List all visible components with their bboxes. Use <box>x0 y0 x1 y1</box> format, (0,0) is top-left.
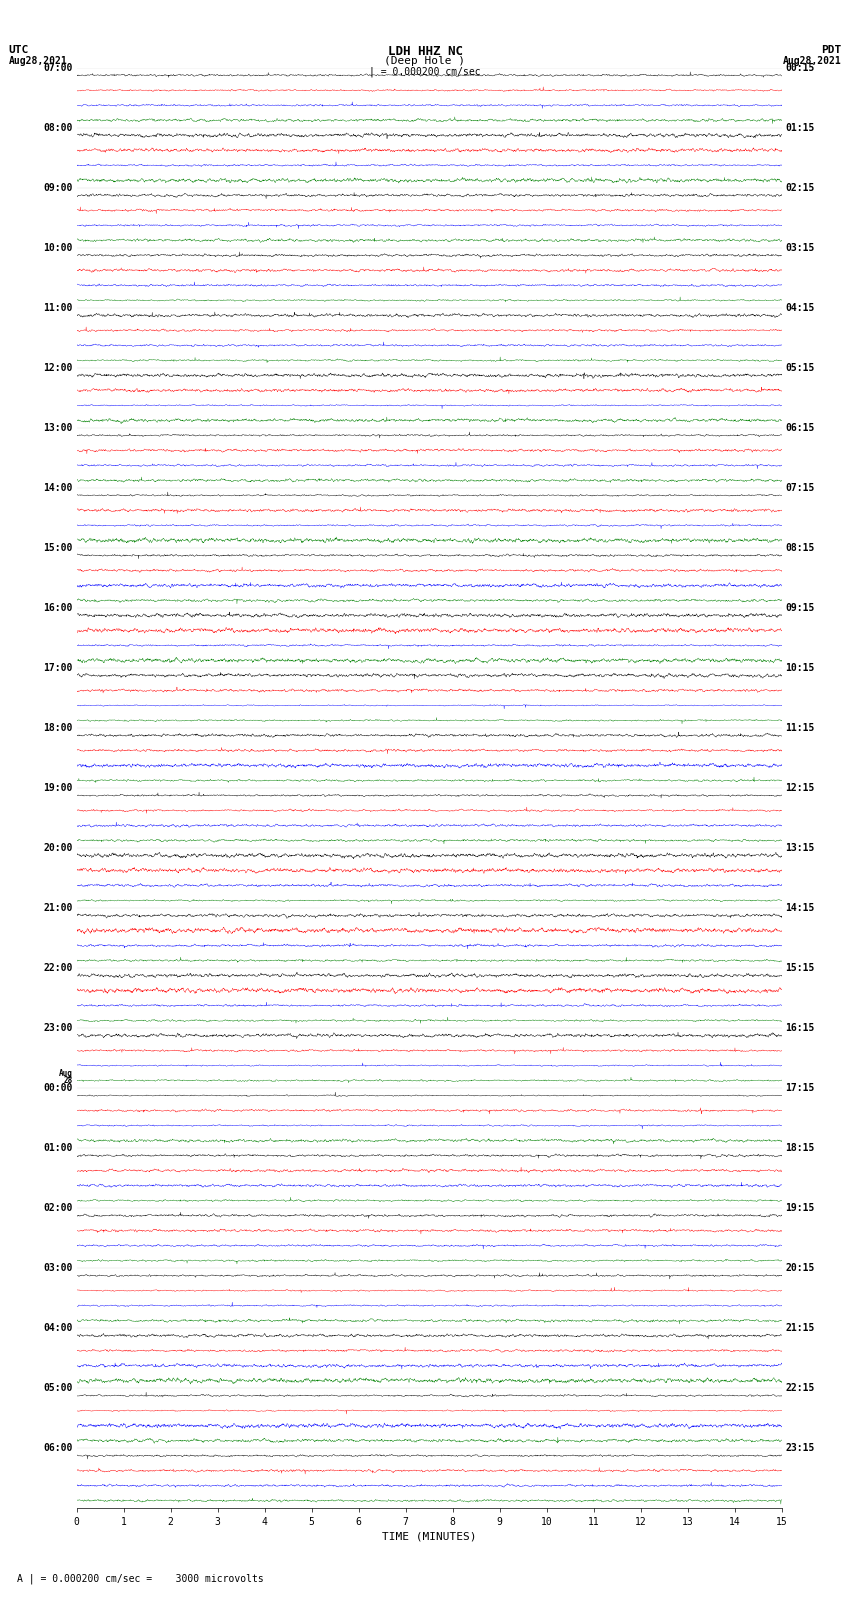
Text: 08:00: 08:00 <box>43 123 73 132</box>
Text: 22:00: 22:00 <box>43 963 73 973</box>
Text: 02:00: 02:00 <box>43 1203 73 1213</box>
Text: 15:00: 15:00 <box>43 544 73 553</box>
X-axis label: TIME (MINUTES): TIME (MINUTES) <box>382 1531 477 1542</box>
Text: 18:15: 18:15 <box>785 1144 815 1153</box>
Text: 11:00: 11:00 <box>43 303 73 313</box>
Text: 21:15: 21:15 <box>785 1323 815 1332</box>
Text: 12:15: 12:15 <box>785 782 815 794</box>
Text: 03:00: 03:00 <box>43 1263 73 1273</box>
Text: 15:15: 15:15 <box>785 963 815 973</box>
Text: LDH HHZ NC: LDH HHZ NC <box>388 45 462 58</box>
Text: A | = 0.000200 cm/sec =    3000 microvolts: A | = 0.000200 cm/sec = 3000 microvolts <box>17 1573 264 1584</box>
Text: 06:15: 06:15 <box>785 423 815 432</box>
Text: 20:15: 20:15 <box>785 1263 815 1273</box>
Text: 04:15: 04:15 <box>785 303 815 313</box>
Text: Aug: Aug <box>60 1069 73 1077</box>
Text: 04:00: 04:00 <box>43 1323 73 1332</box>
Text: 22:15: 22:15 <box>785 1382 815 1394</box>
Text: 28: 28 <box>64 1076 73 1086</box>
Text: 09:00: 09:00 <box>43 182 73 194</box>
Text: 16:15: 16:15 <box>785 1023 815 1032</box>
Text: 20:00: 20:00 <box>43 844 73 853</box>
Text: 07:00: 07:00 <box>43 63 73 73</box>
Text: 00:15: 00:15 <box>785 63 815 73</box>
Text: 19:00: 19:00 <box>43 782 73 794</box>
Text: 11:15: 11:15 <box>785 723 815 732</box>
Text: 18:00: 18:00 <box>43 723 73 732</box>
Text: | = 0.000200 cm/sec: | = 0.000200 cm/sec <box>369 66 481 77</box>
Text: 06:00: 06:00 <box>43 1444 73 1453</box>
Text: 01:15: 01:15 <box>785 123 815 132</box>
Text: 13:15: 13:15 <box>785 844 815 853</box>
Text: 03:15: 03:15 <box>785 244 815 253</box>
Text: 14:00: 14:00 <box>43 482 73 494</box>
Text: 01:00: 01:00 <box>43 1144 73 1153</box>
Text: (Deep Hole ): (Deep Hole ) <box>384 56 466 66</box>
Text: 00:00: 00:00 <box>43 1082 73 1094</box>
Text: 02:15: 02:15 <box>785 182 815 194</box>
Text: 17:00: 17:00 <box>43 663 73 673</box>
Text: 19:15: 19:15 <box>785 1203 815 1213</box>
Text: 21:00: 21:00 <box>43 903 73 913</box>
Text: 17:15: 17:15 <box>785 1082 815 1094</box>
Text: 14:15: 14:15 <box>785 903 815 913</box>
Text: 23:00: 23:00 <box>43 1023 73 1032</box>
Text: 09:15: 09:15 <box>785 603 815 613</box>
Text: 12:00: 12:00 <box>43 363 73 373</box>
Text: PDT: PDT <box>821 45 842 55</box>
Text: 08:15: 08:15 <box>785 544 815 553</box>
Text: 23:15: 23:15 <box>785 1444 815 1453</box>
Text: UTC: UTC <box>8 45 29 55</box>
Text: 10:00: 10:00 <box>43 244 73 253</box>
Text: 16:00: 16:00 <box>43 603 73 613</box>
Text: 13:00: 13:00 <box>43 423 73 432</box>
Text: Aug28,2021: Aug28,2021 <box>783 56 842 66</box>
Text: Aug28,2021: Aug28,2021 <box>8 56 67 66</box>
Text: 05:00: 05:00 <box>43 1382 73 1394</box>
Text: 05:15: 05:15 <box>785 363 815 373</box>
Text: 07:15: 07:15 <box>785 482 815 494</box>
Text: 10:15: 10:15 <box>785 663 815 673</box>
